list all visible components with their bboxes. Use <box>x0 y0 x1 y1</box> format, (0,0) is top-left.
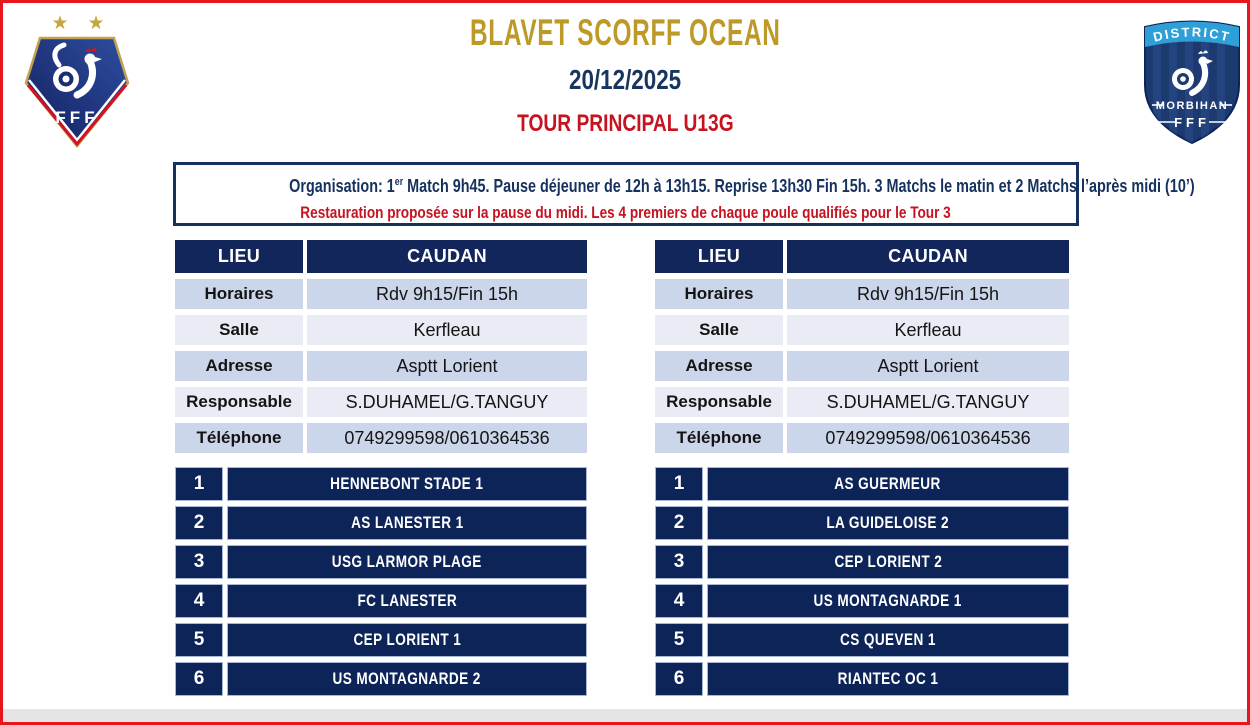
team-number: 1 <box>175 467 223 501</box>
team-list-left: 1 HENNEBONT STADE 1 2 AS LANESTER 1 3 US… <box>175 467 587 696</box>
star-icon: ★ <box>87 12 104 34</box>
venue-row-label: Téléphone <box>655 423 783 453</box>
tour-title-text: TOUR PRINCIPAL U13G <box>516 110 734 137</box>
tour-title: TOUR PRINCIPAL U13G <box>3 110 1247 137</box>
fff-logo: ★ ★ FFF <box>21 7 133 154</box>
page-title-text: BLAVET SCORFF OCEAN <box>469 12 781 53</box>
team-number: 1 <box>655 467 703 501</box>
morbihan-text: MORBIHAN <box>1156 100 1229 112</box>
team-number: 4 <box>175 584 223 618</box>
team-number: 5 <box>175 623 223 657</box>
venue-header-label: LIEU <box>655 240 783 273</box>
district-morbihan-icon: DISTRICT MORBIHAN FFF <box>1144 20 1240 145</box>
venue-header-label: LIEU <box>175 240 303 273</box>
fff-crest-icon: ★ ★ FFF <box>24 12 130 148</box>
venue-row-label: Adresse <box>655 351 783 381</box>
crest-red-stripe <box>26 84 128 147</box>
venue-table-left: LIEU CAUDAN Horaires Rdv 9h15/Fin 15h Sa… <box>175 240 587 453</box>
team-name: USG LARMOR PLAGE <box>227 545 587 579</box>
venue-row-value: S.DUHAMEL/G.TANGUY <box>787 387 1069 417</box>
rooster-icon <box>1172 50 1213 96</box>
organisation-line1-prefix: Organisation: 1 <box>289 176 395 196</box>
district-morbihan-logo: DISTRICT MORBIHAN FFF <box>1139 9 1245 164</box>
team-number: 5 <box>655 623 703 657</box>
rooster-icon <box>52 42 102 99</box>
team-number: 2 <box>175 506 223 540</box>
team-name: US MONTAGNARDE 1 <box>707 584 1069 618</box>
venue-table-right: LIEU CAUDAN Horaires Rdv 9h15/Fin 15h Sa… <box>655 240 1069 453</box>
team-name: LA GUIDELOISE 2 <box>707 506 1069 540</box>
team-number: 4 <box>655 584 703 618</box>
venue-row-value: 0749299598/0610364536 <box>787 423 1069 453</box>
team-number: 2 <box>655 506 703 540</box>
bottom-strip <box>3 709 1247 722</box>
pool-left: LIEU CAUDAN Horaires Rdv 9h15/Fin 15h Sa… <box>175 240 587 696</box>
team-name: CS QUEVEN 1 <box>707 623 1069 657</box>
venue-row-value: Rdv 9h15/Fin 15h <box>307 279 587 309</box>
venue-row-label: Horaires <box>655 279 783 309</box>
event-date: 20/12/2025 <box>3 64 1247 96</box>
page-title: BLAVET SCORFF OCEAN <box>3 12 1247 54</box>
event-date-text: 20/12/2025 <box>568 64 682 95</box>
venue-row-value: Asptt Lorient <box>787 351 1069 381</box>
organisation-line1: Organisation: 1er Match 9h45. Pause déje… <box>176 169 1194 200</box>
venue-row-value: Asptt Lorient <box>307 351 587 381</box>
organisation-line2: Restauration proposée sur la pause du mi… <box>300 203 952 222</box>
team-name: FC LANESTER <box>227 584 587 618</box>
team-name: CEP LORIENT 2 <box>707 545 1069 579</box>
venue-row-value: Kerfleau <box>307 315 587 345</box>
venue-header-value: CAUDAN <box>307 240 587 273</box>
venue-row-label: Horaires <box>175 279 303 309</box>
venue-row-value: S.DUHAMEL/G.TANGUY <box>307 387 587 417</box>
fff-text: FFF <box>55 108 98 127</box>
venue-row-value: Rdv 9h15/Fin 15h <box>787 279 1069 309</box>
svg-text:DISTRICT: DISTRICT <box>1152 24 1233 44</box>
venue-row-label: Salle <box>175 315 303 345</box>
venue-row-label: Responsable <box>655 387 783 417</box>
venue-row-label: Responsable <box>175 387 303 417</box>
venue-row-label: Téléphone <box>175 423 303 453</box>
team-number: 6 <box>655 662 703 696</box>
team-name: HENNEBONT STADE 1 <box>227 467 587 501</box>
team-name: RIANTEC OC 1 <box>707 662 1069 696</box>
team-list-right: 1 AS GUERMEUR 2 LA GUIDELOISE 2 3 CEP LO… <box>655 467 1069 696</box>
venue-row-label: Adresse <box>175 351 303 381</box>
team-name: CEP LORIENT 1 <box>227 623 587 657</box>
team-number: 6 <box>175 662 223 696</box>
team-name: AS GUERMEUR <box>707 467 1069 501</box>
star-icon: ★ <box>51 12 68 34</box>
venue-header-value: CAUDAN <box>787 240 1069 273</box>
district-text: DISTRICT <box>1152 24 1231 44</box>
venue-row-value: 0749299598/0610364536 <box>307 423 587 453</box>
crest-white-stripe <box>28 79 126 143</box>
venue-row-label: Salle <box>655 315 783 345</box>
team-number: 3 <box>655 545 703 579</box>
fff-text: FFF <box>1174 115 1210 130</box>
organisation-box: Organisation: 1er Match 9h45. Pause déje… <box>173 162 1195 226</box>
team-name: US MONTAGNARDE 2 <box>227 662 587 696</box>
ordinal-sup: er <box>394 176 404 188</box>
pool-right: LIEU CAUDAN Horaires Rdv 9h15/Fin 15h Sa… <box>655 240 1069 696</box>
team-name: AS LANESTER 1 <box>227 506 587 540</box>
venue-row-value: Kerfleau <box>787 315 1069 345</box>
team-number: 3 <box>175 545 223 579</box>
organisation-line1-rest: Match 9h45. Pause déjeuner de 12h à 13h1… <box>403 176 1195 196</box>
